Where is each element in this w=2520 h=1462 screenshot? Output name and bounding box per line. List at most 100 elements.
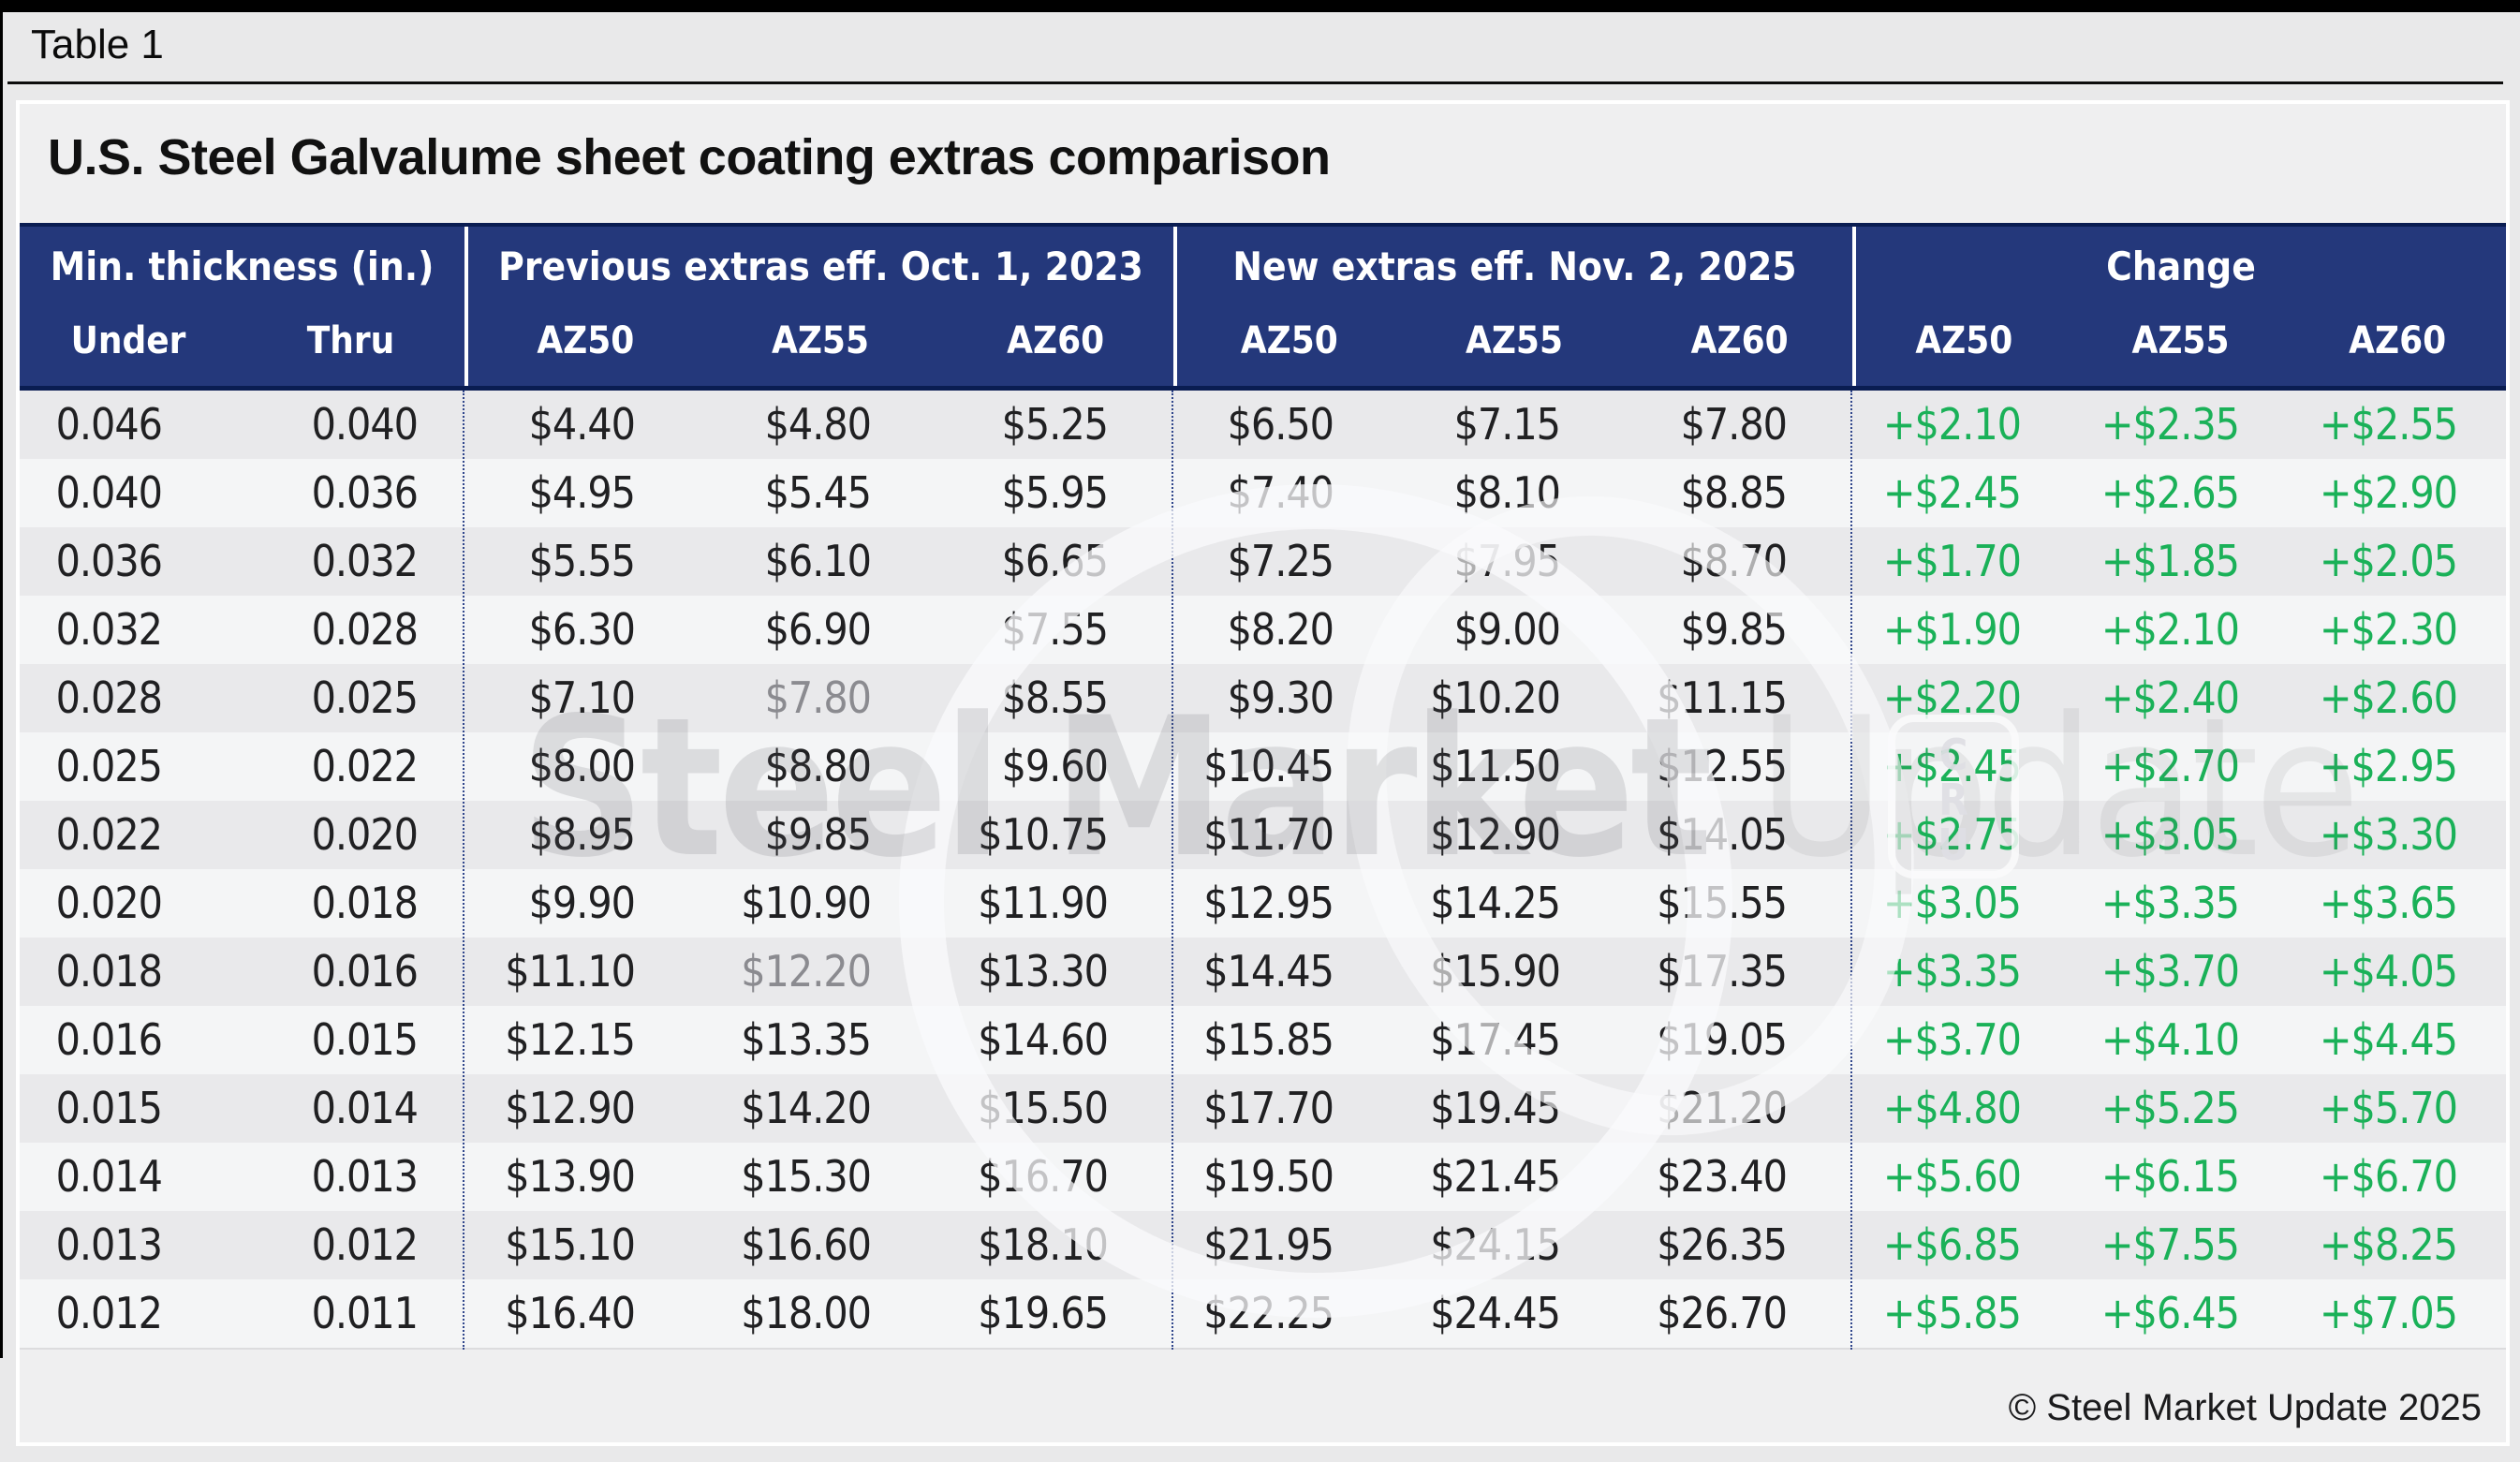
cell-prev-az55: $8.80 [764,741,872,791]
cell-thru: 0.011 [311,1288,419,1338]
cell-prev-az60: $5.95 [1001,467,1109,518]
cell-new-az60: $23.40 [1657,1151,1788,1202]
col-header-az55: AZ55 [2131,319,2230,362]
cell-under: 0.015 [55,1083,163,1133]
cell-change-az55: +$6.15 [2100,1151,2240,1202]
cell-prev-az50: $16.40 [505,1288,636,1338]
cell-change-az50: +$6.85 [1882,1219,2022,1270]
cell-prev-az55: $16.60 [741,1219,872,1270]
cell-change-az50: +$1.70 [1882,536,2022,586]
cell-prev-az60: $14.60 [978,1014,1109,1065]
cell-change-az60: +$7.05 [2319,1288,2458,1338]
cell-change-az55: +$7.55 [2100,1219,2240,1270]
cell-thru: 0.036 [311,467,419,518]
cell-prev-az60: $16.70 [978,1151,1109,1202]
cell-new-az60: $21.20 [1657,1083,1788,1133]
cell-thru: 0.018 [311,878,419,928]
cell-change-az50: +$3.35 [1882,946,2022,997]
cell-change-az55: +$2.65 [2100,467,2240,518]
top-black-bar [0,0,2520,12]
table-row: 0.040 0.036 $4.95 $5.45 $5.95 $7.40 $8.1… [20,459,2506,527]
cell-new-az60: $19.05 [1657,1014,1788,1065]
cell-under: 0.022 [55,809,163,860]
cell-prev-az60: $6.65 [1001,536,1109,586]
group-title: New extras eff. Nov. 2, 2025 [1232,244,1797,289]
table-bottom-edge [20,1348,2506,1350]
cell-thru: 0.028 [311,604,419,655]
col-header-az50: AZ50 [1240,319,1338,362]
table-row: 0.015 0.014 $12.90 $14.20 $15.50 $17.70 … [20,1074,2506,1143]
cell-new-az50: $22.25 [1203,1288,1334,1338]
cell-under: 0.040 [55,467,163,518]
table-body: 0.046 0.040 $4.40 $4.80 $5.25 $6.50 $7.1… [20,391,2506,1348]
cell-new-az60: $26.35 [1657,1219,1788,1270]
table-row: 0.036 0.032 $5.55 $6.10 $6.65 $7.25 $7.9… [20,527,2506,596]
cell-prev-az60: $11.90 [978,878,1109,928]
cell-change-az55: +$1.85 [2100,536,2240,586]
cell-change-az50: +$2.10 [1882,399,2022,450]
cell-prev-az60: $7.55 [1001,604,1109,655]
cell-new-az55: $8.10 [1453,467,1561,518]
cell-new-az55: $21.45 [1430,1151,1561,1202]
cell-change-az55: +$2.40 [2100,672,2240,723]
table-row: 0.028 0.025 $7.10 $7.80 $8.55 $9.30 $10.… [20,664,2506,732]
table-row: 0.018 0.016 $11.10 $12.20 $13.30 $14.45 … [20,938,2506,1006]
cell-change-az55: +$5.25 [2100,1083,2240,1133]
cell-prev-az50: $12.15 [505,1014,636,1065]
cell-new-az50: $15.85 [1203,1014,1334,1065]
cell-thru: 0.012 [311,1219,419,1270]
cell-thru: 0.032 [311,536,419,586]
cell-prev-az60: $18.10 [978,1219,1109,1270]
group-title: Change [2106,244,2256,289]
cell-new-az50: $17.70 [1203,1083,1334,1133]
table-row: 0.014 0.013 $13.90 $15.30 $16.70 $19.50 … [20,1143,2506,1211]
table-row: 0.016 0.015 $12.15 $13.35 $14.60 $15.85 … [20,1006,2506,1074]
cell-prev-az60: $15.50 [978,1083,1109,1133]
col-header-az60: AZ60 [1007,319,1105,362]
cell-under: 0.014 [55,1151,163,1202]
cell-change-az60: +$2.95 [2319,741,2458,791]
group-separator [463,391,464,1350]
cell-under: 0.018 [55,946,163,997]
col-header-az60: AZ60 [2349,319,2447,362]
cell-prev-az50: $4.40 [528,399,636,450]
cell-prev-az50: $8.00 [528,741,636,791]
cell-prev-az55: $18.00 [741,1288,872,1338]
cell-change-az55: +$3.70 [2100,946,2240,997]
cell-new-az55: $24.45 [1430,1288,1561,1338]
cell-new-az50: $7.25 [1227,536,1334,586]
cell-new-az55: $12.90 [1430,809,1561,860]
cell-prev-az50: $7.10 [528,672,636,723]
cell-new-az60: $15.55 [1657,878,1788,928]
group-title: Previous extras eff. Oct. 1, 2023 [498,244,1143,289]
group-separator [1850,391,1852,1350]
cell-new-az60: $9.85 [1680,604,1788,655]
cell-thru: 0.025 [311,672,419,723]
cell-prev-az60: $19.65 [978,1288,1109,1338]
cell-under: 0.012 [55,1288,163,1338]
cell-new-az60: $7.80 [1680,399,1788,450]
cell-prev-az60: $13.30 [978,946,1109,997]
cell-new-az50: $6.50 [1227,399,1334,450]
cell-change-az50: +$2.20 [1882,672,2022,723]
group-title: Min. thickness (in.) [50,244,435,289]
cell-new-az55: $9.00 [1453,604,1561,655]
cell-under: 0.020 [55,878,163,928]
cell-change-az50: +$2.45 [1882,741,2022,791]
cell-change-az60: +$2.55 [2319,399,2458,450]
header-group-previous: Previous extras eff. Oct. 1, 2023 AZ50 A… [464,227,1173,386]
cell-prev-az60: $5.25 [1001,399,1109,450]
cell-new-az50: $14.45 [1203,946,1334,997]
cell-prev-az55: $7.80 [764,672,872,723]
header-group-change: Change AZ50 AZ55 AZ60 [1852,227,2506,386]
cell-prev-az50: $13.90 [505,1151,636,1202]
cell-new-az50: $10.45 [1203,741,1334,791]
copyright: © Steel Market Update 2025 [2008,1387,2482,1428]
col-header-under: Under [70,319,186,362]
cell-prev-az55: $6.90 [764,604,872,655]
cell-new-az55: $14.25 [1430,878,1561,928]
cell-prev-az60: $10.75 [978,809,1109,860]
col-header-az55: AZ55 [771,319,870,362]
cell-prev-az55: $9.85 [764,809,872,860]
